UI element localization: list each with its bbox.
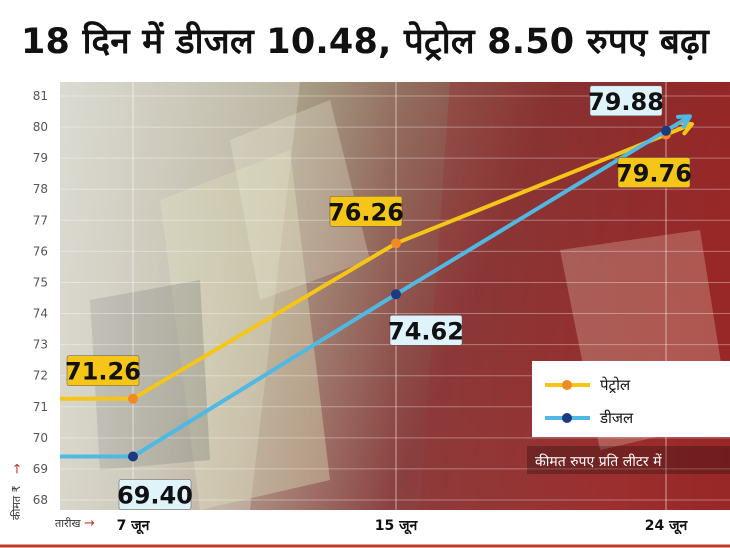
x-tick-label: 7 जून bbox=[117, 518, 151, 535]
data-label-box-diesel bbox=[389, 315, 463, 346]
y-tick-label: 71 bbox=[33, 400, 48, 414]
legend-label-petrol: पेट्रोल bbox=[600, 376, 631, 394]
data-label-diesel: 74.62 bbox=[388, 317, 464, 345]
data-label-petrol: 71.26 bbox=[65, 358, 141, 386]
y-tick-label: 69 bbox=[33, 462, 48, 476]
unit-note: कीमत रुपए प्रति लीटर में bbox=[535, 453, 662, 470]
data-label-box-diesel bbox=[118, 479, 192, 510]
legend: पेट्रोल डीजल bbox=[532, 361, 730, 437]
y-tick-label: 75 bbox=[33, 275, 48, 289]
data-point-diesel bbox=[391, 289, 401, 300]
data-point-diesel bbox=[661, 125, 671, 136]
y-tick-label: 81 bbox=[33, 89, 48, 103]
chart-title: 18 दिन में डीजल 10.48, पेट्रोल 8.50 रुपए… bbox=[20, 21, 710, 62]
y-tick-label: 74 bbox=[33, 307, 48, 321]
y-tick-label: 72 bbox=[33, 369, 48, 383]
data-labels: 71.26 76.26 79.76 69.40 74.62 79.88 bbox=[65, 85, 692, 510]
y-tick-label: 80 bbox=[33, 120, 48, 134]
y-axis-label: कीमत ₹ bbox=[10, 485, 23, 520]
x-tick-label: 15 जून bbox=[375, 518, 419, 535]
y-tick-label: 68 bbox=[33, 493, 48, 507]
data-label-petrol: 76.26 bbox=[328, 198, 404, 226]
legend-marker-diesel bbox=[562, 413, 572, 423]
y-axis-arrow: → bbox=[10, 463, 25, 474]
data-point-diesel bbox=[128, 451, 138, 462]
y-tick-label: 70 bbox=[33, 431, 48, 445]
data-label-box-petrol bbox=[617, 157, 691, 188]
legend-marker-petrol bbox=[562, 380, 572, 390]
data-point-petrol bbox=[128, 393, 138, 404]
data-label-box-diesel bbox=[589, 85, 663, 117]
y-tick-label: 77 bbox=[33, 213, 48, 227]
data-point-petrol bbox=[391, 238, 401, 249]
unit-note-bg bbox=[527, 446, 730, 474]
data-label-box-petrol bbox=[66, 355, 140, 386]
y-tick-label: 76 bbox=[33, 244, 48, 258]
legend-label-diesel: डीजल bbox=[599, 409, 634, 427]
series-layer bbox=[60, 114, 694, 462]
y-tick-label: 78 bbox=[33, 182, 48, 196]
data-label-petrol: 79.76 bbox=[616, 160, 692, 188]
x-axis-label: तारीख bbox=[55, 517, 81, 530]
x-tick-label: 24 जून bbox=[645, 518, 689, 535]
y-tick-label: 73 bbox=[33, 338, 48, 352]
data-label-diesel: 69.40 bbox=[117, 481, 193, 509]
data-label-diesel: 79.88 bbox=[588, 88, 664, 116]
series-arrow-diesel bbox=[675, 114, 692, 129]
x-axis-ticks: 7 जून 15 जून 24 जून bbox=[117, 518, 689, 535]
data-label-box-petrol bbox=[329, 196, 403, 227]
y-axis-ticks: 68 69 70 71 72 73 74 75 76 77 78 79 80 81 bbox=[33, 89, 48, 507]
y-tick-label: 79 bbox=[33, 151, 48, 165]
legend-box bbox=[532, 361, 730, 437]
x-axis-arrow: → bbox=[84, 516, 95, 531]
